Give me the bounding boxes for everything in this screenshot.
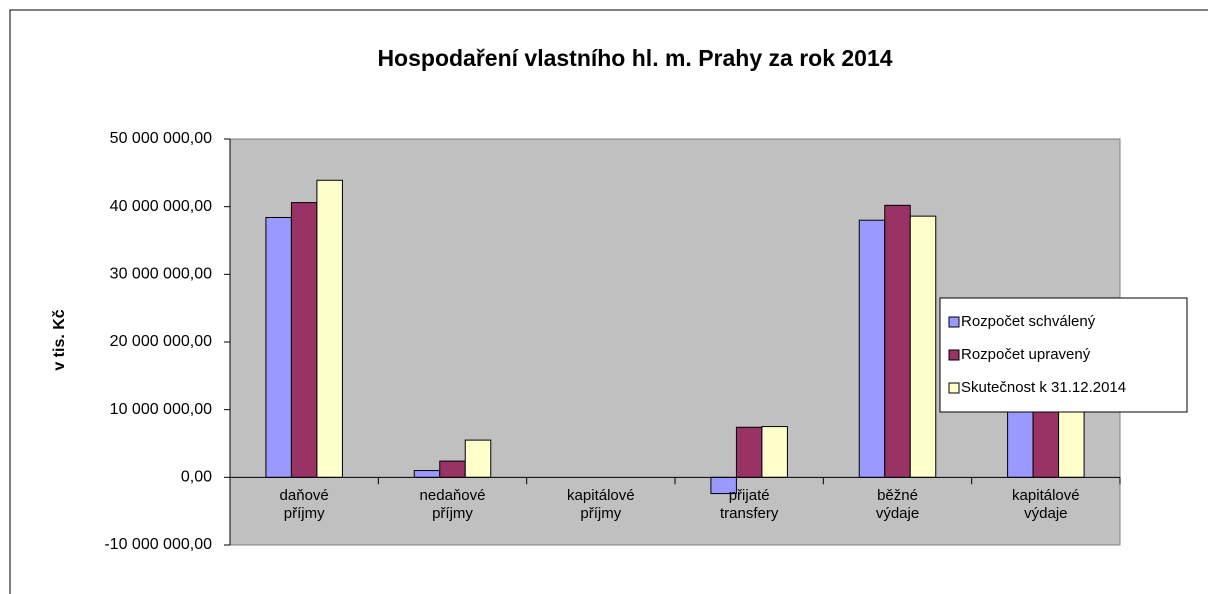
x-tick-label: přijaté transfery <box>719 487 779 523</box>
legend-label: Rozpočet upravený <box>961 346 1091 363</box>
bar <box>439 460 466 478</box>
bar <box>884 204 911 478</box>
bar <box>735 426 763 478</box>
y-tick-label: 50 000 000,00 <box>110 130 212 147</box>
legend-swatch <box>948 349 960 361</box>
bar <box>316 179 343 478</box>
y-tick-label: 30 000 000,00 <box>110 266 212 283</box>
legend-box <box>939 297 1188 413</box>
y-axis-title: v tis. Kč <box>51 309 68 370</box>
x-tick-label: kapitálové příjmy <box>567 487 635 523</box>
y-tick-label: 10 000 000,00 <box>110 401 212 418</box>
x-tick-label: daňové příjmy <box>279 487 329 523</box>
bar <box>1007 409 1034 478</box>
chart-frame <box>9 9 1208 594</box>
bar <box>761 426 788 478</box>
x-tick-label: kapitálové výdaje <box>1012 487 1080 523</box>
bar <box>858 219 886 478</box>
y-tick-label: 20 000 000,00 <box>110 333 212 350</box>
bar <box>413 470 441 478</box>
y-tick-label: 40 000 000,00 <box>110 198 212 215</box>
legend-swatch <box>948 316 960 328</box>
legend-swatch <box>948 382 960 394</box>
legend-label: Rozpočet schválený <box>961 313 1096 330</box>
x-tick-label: nedaňové příjmy <box>419 487 486 523</box>
y-tick-label: -10 000 000,00 <box>104 536 212 553</box>
bar <box>290 202 318 478</box>
y-tick-label: 0,00 <box>181 469 212 486</box>
bar <box>909 215 937 478</box>
x-tick-label: běžné výdaje <box>875 487 920 523</box>
chart-title: Hospodaření vlastního hl. m. Prahy za ro… <box>377 45 892 71</box>
bar <box>265 216 292 478</box>
bar <box>464 439 492 478</box>
legend-label: Skutečnost k 31.12.2014 <box>961 379 1126 396</box>
